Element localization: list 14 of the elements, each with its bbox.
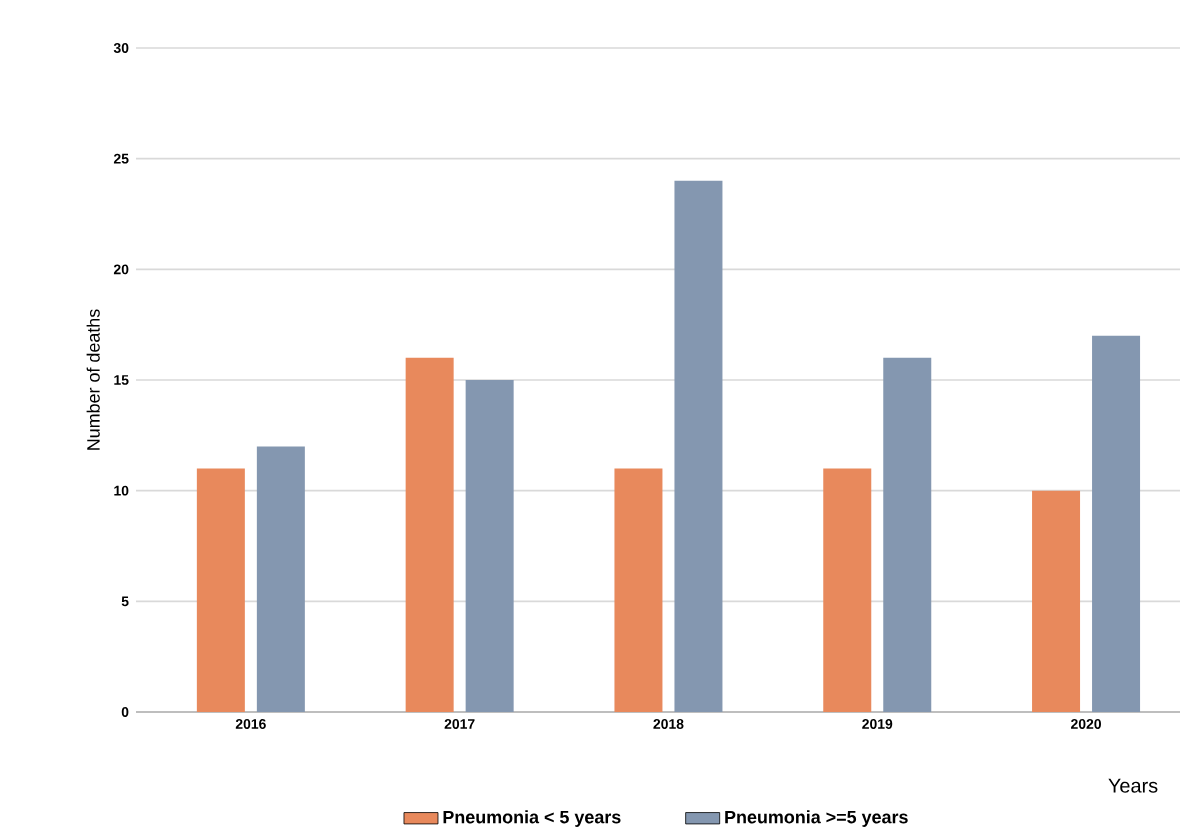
- bar: [883, 357, 932, 712]
- legend-label: Pneumonia >=5 years: [725, 810, 908, 827]
- bar: [405, 357, 454, 712]
- x-axis-title: Years: [1108, 778, 1158, 793]
- bar: [256, 446, 305, 712]
- legend-label: Pneumonia < 5 years: [443, 810, 621, 827]
- bar: [614, 468, 663, 712]
- bar: [465, 380, 514, 712]
- bar: [674, 180, 723, 712]
- y-axis-title: Number of deaths: [86, 309, 100, 450]
- bar: [823, 468, 872, 712]
- bar: [196, 468, 245, 712]
- bar: [1032, 490, 1081, 712]
- bar: [1092, 335, 1141, 712]
